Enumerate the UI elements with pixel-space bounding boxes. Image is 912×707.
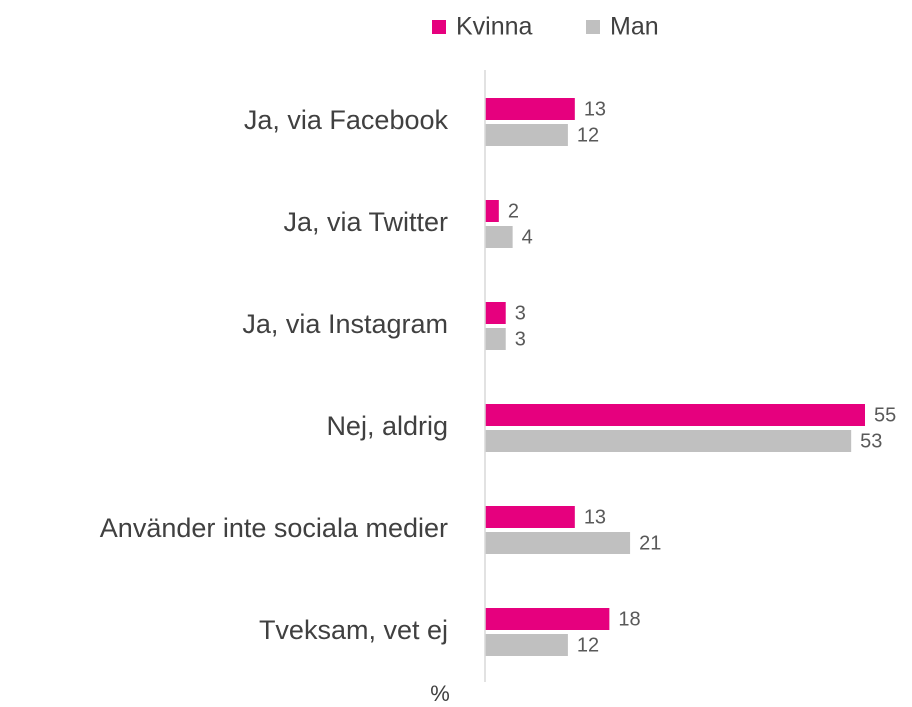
- value-label: 2: [508, 200, 519, 222]
- unit-label: %: [430, 681, 450, 706]
- legend-swatch: [586, 20, 600, 34]
- y-tick-label: Använder inte sociala medier: [100, 513, 448, 543]
- bar: [485, 302, 506, 324]
- bar: [485, 634, 568, 656]
- value-label: 55: [874, 404, 896, 426]
- bar: [485, 328, 506, 350]
- y-tick-label: Ja, via Twitter: [283, 207, 448, 237]
- bar: [485, 404, 865, 426]
- legend-label: Man: [610, 13, 659, 41]
- bar: [485, 98, 575, 120]
- bar: [485, 506, 575, 528]
- y-tick-label: Ja, via Instagram: [242, 309, 448, 339]
- value-label: 3: [515, 328, 526, 350]
- legend-swatch: [432, 20, 446, 34]
- y-tick-label: Ja, via Facebook: [244, 105, 449, 135]
- bar: [485, 226, 513, 248]
- bar: [485, 124, 568, 146]
- value-label: 4: [522, 226, 533, 248]
- y-tick-label: Tveksam, vet ej: [259, 615, 448, 645]
- y-tick-label: Nej, aldrig: [326, 411, 448, 441]
- value-label: 13: [584, 506, 606, 528]
- bar: [485, 532, 631, 554]
- value-label: 3: [515, 302, 526, 324]
- value-label: 12: [577, 124, 599, 146]
- legend-label: Kvinna: [456, 13, 533, 41]
- value-label: 53: [860, 430, 882, 452]
- bar: [485, 430, 852, 452]
- value-label: 13: [584, 98, 606, 120]
- bar: [485, 608, 610, 630]
- value-label: 12: [577, 634, 599, 656]
- value-label: 21: [639, 532, 661, 554]
- bar: [485, 200, 499, 222]
- value-label: 18: [618, 608, 640, 630]
